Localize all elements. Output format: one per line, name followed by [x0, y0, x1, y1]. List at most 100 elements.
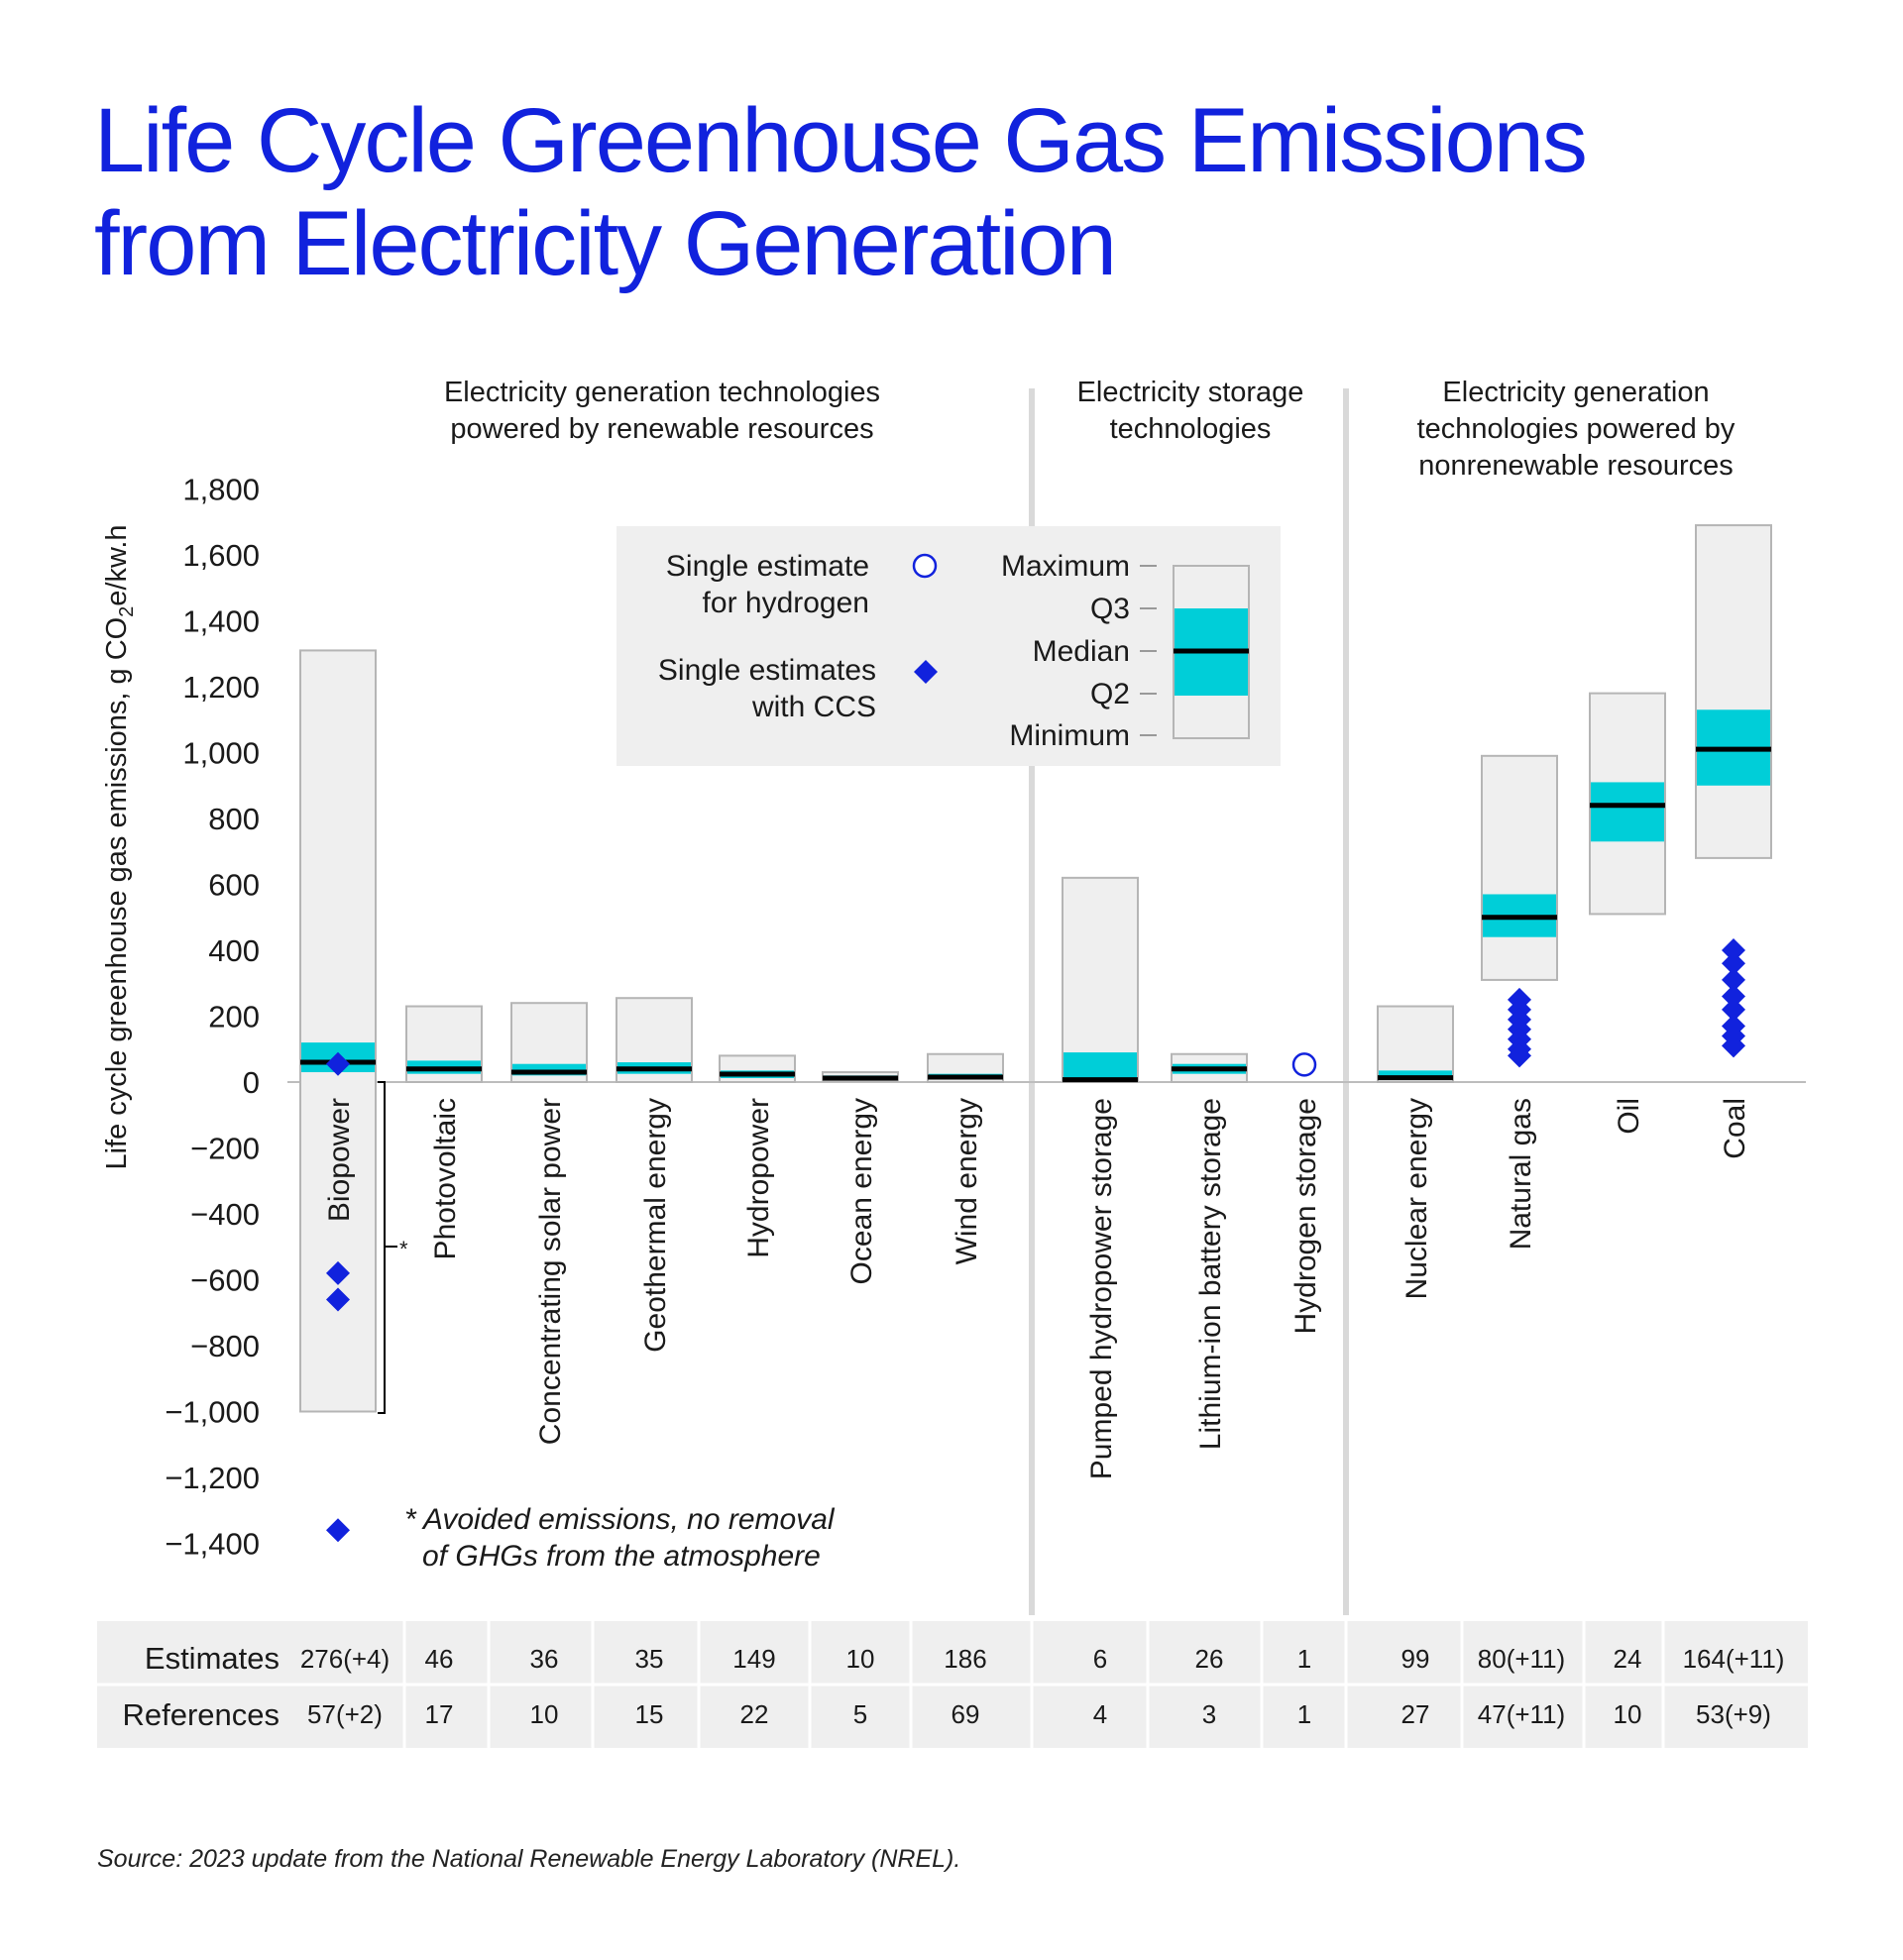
chart-title-line-1: Life Cycle Greenhouse Gas Emissions: [94, 90, 1588, 191]
table-references-cell: 10: [1614, 1699, 1642, 1729]
range-box: [1695, 524, 1772, 859]
legend-box-label: Q3: [1090, 593, 1130, 625]
y-tick-label: −1,000: [165, 1395, 260, 1430]
table-references-cell: 27: [1401, 1699, 1430, 1729]
chart-title-line-2: from Electricity Generation: [94, 193, 1117, 294]
legend-hydrogen-label: Single estimate: [666, 550, 869, 583]
footnote-marker: *: [399, 1237, 408, 1261]
y-axis-title: Life cycle greenhouse gas emissions, g C…: [101, 524, 138, 1169]
iqr-band: [1591, 782, 1664, 842]
ccs-estimate-marker: [326, 1051, 350, 1076]
y-tick-label: −200: [190, 1132, 260, 1166]
category-label: Hydropower: [742, 1098, 775, 1258]
range-box: [1062, 876, 1139, 1083]
tech-concentrating-solar-power: Concentrating solar power: [510, 1002, 588, 1445]
table-estimates-cell: 6: [1093, 1644, 1107, 1674]
y-tick-label: 1,800: [182, 473, 260, 507]
ccs-estimate-marker: [1722, 951, 1745, 976]
table-references-cell: 10: [530, 1699, 559, 1729]
y-tick-label: 200: [208, 1000, 260, 1034]
table-estimates-cell: 80(+11): [1478, 1644, 1565, 1674]
y-tick-label: −600: [190, 1263, 260, 1298]
footnote-text: of GHGs from the atmosphere: [422, 1540, 821, 1573]
legend-hydrogen-marker: [912, 553, 938, 579]
table-estimates-cell: 164(+11): [1683, 1644, 1785, 1674]
category-label: Photovoltaic: [429, 1098, 462, 1259]
tech-hydrogen-storage: Hydrogen storage: [1289, 1052, 1322, 1334]
group-header-1: powered by renewable resources: [450, 413, 873, 445]
category-label: Pumped hydropower storage: [1085, 1098, 1118, 1479]
legend-box-label: Maximum: [1001, 550, 1130, 583]
ccs-estimate-marker: [1722, 967, 1745, 992]
table-references-cell: 57(+2): [307, 1699, 383, 1729]
table-row-label-estimates: Estimates: [145, 1641, 280, 1676]
table-references-cell: 4: [1093, 1699, 1107, 1729]
ccs-estimate-marker: [326, 1260, 350, 1285]
category-label: Ocean energy: [845, 1098, 878, 1284]
table-references-cell: 17: [425, 1699, 454, 1729]
table-references-cell: 5: [853, 1699, 867, 1729]
table-estimates-cell: 276(+4): [300, 1644, 390, 1674]
table-estimates-cell: 26: [1195, 1644, 1224, 1674]
ccs-estimate-marker: [1722, 938, 1745, 962]
y-tick-label: 1,000: [182, 736, 260, 771]
y-tick-label: 600: [208, 868, 260, 903]
y-tick-label: 800: [208, 802, 260, 836]
tech-oil: Oil: [1589, 692, 1666, 1135]
legend-hydrogen-label: for hydrogen: [703, 587, 869, 619]
group-header-3: nonrenewable resources: [1418, 450, 1734, 482]
category-label: Wind energy: [951, 1098, 983, 1264]
table-estimates-cell: 99: [1401, 1644, 1430, 1674]
table-references-cell: 22: [740, 1699, 769, 1729]
category-label: Coal: [1719, 1098, 1751, 1159]
y-tick-label: 1,400: [182, 604, 260, 639]
category-label: Lithium-ion battery storage: [1194, 1098, 1227, 1450]
chart-title: Life Cycle Greenhouse Gas Emissions from…: [94, 89, 1779, 295]
ccs-estimate-marker: [1722, 1034, 1745, 1058]
tech-wind-energy: Wind energy: [927, 1052, 1004, 1264]
ccs-estimate-marker: [326, 1518, 350, 1543]
y-tick-label: −800: [190, 1329, 260, 1363]
range-box: [1377, 1005, 1454, 1084]
legend-ccs-label: Single estimates: [658, 654, 876, 687]
tech-natural-gas: Natural gas: [1481, 754, 1558, 1250]
legend-ccs-marker: [914, 660, 938, 684]
y-tick-label: 0: [243, 1065, 260, 1100]
ccs-estimate-marker: [1722, 997, 1745, 1022]
tech-lithium-ion-battery-storage: Lithium-ion battery storage: [1171, 1052, 1248, 1450]
group-header-2: technologies: [1110, 413, 1272, 445]
y-tick-label: −1,200: [165, 1461, 260, 1495]
category-label: Biopower: [323, 1098, 356, 1222]
group-header-3: technologies powered by: [1417, 413, 1735, 445]
table-estimates-cell: 149: [732, 1644, 775, 1674]
y-tick-label: 1,600: [182, 538, 260, 573]
table-references-cell: 3: [1202, 1699, 1216, 1729]
footnote-text: * Avoided emissions, no removal: [404, 1503, 836, 1536]
tech-photovoltaic: Photovoltaic: [405, 1005, 483, 1259]
iqr-band: [1063, 1052, 1137, 1079]
ccs-estimate-marker: [1722, 984, 1745, 1009]
table-estimates-cell: 36: [530, 1644, 559, 1674]
avoided-emissions-bracket: [378, 1081, 386, 1414]
tech-ocean-energy: Ocean energy: [822, 1071, 899, 1284]
table-estimates-cell: 10: [846, 1644, 875, 1674]
tech-nuclear-energy: Nuclear energy: [1377, 1005, 1454, 1299]
table-estimates-cell: 1: [1297, 1644, 1311, 1674]
y-tick-label: −400: [190, 1197, 260, 1232]
table-row-label-references: References: [122, 1697, 280, 1732]
y-tick-label: 400: [208, 933, 260, 968]
category-label: Nuclear energy: [1400, 1098, 1433, 1299]
tech-hydropower: Hydropower: [719, 1054, 796, 1258]
table-references-cell: 1: [1297, 1699, 1311, 1729]
hydrogen-estimate-marker: [1291, 1052, 1317, 1077]
table-estimates-cell: 186: [944, 1644, 986, 1674]
table-references-cell: 69: [952, 1699, 980, 1729]
legend-panel: [616, 526, 1281, 766]
category-label: Concentrating solar power: [534, 1098, 567, 1445]
tech-biopower: Biopower: [299, 649, 377, 1543]
table-estimates-cell: 35: [635, 1644, 664, 1674]
group-header-3: Electricity generation: [1442, 377, 1709, 408]
y-tick-label: 1,200: [182, 670, 260, 705]
table-references-cell: 47(+11): [1478, 1699, 1565, 1729]
